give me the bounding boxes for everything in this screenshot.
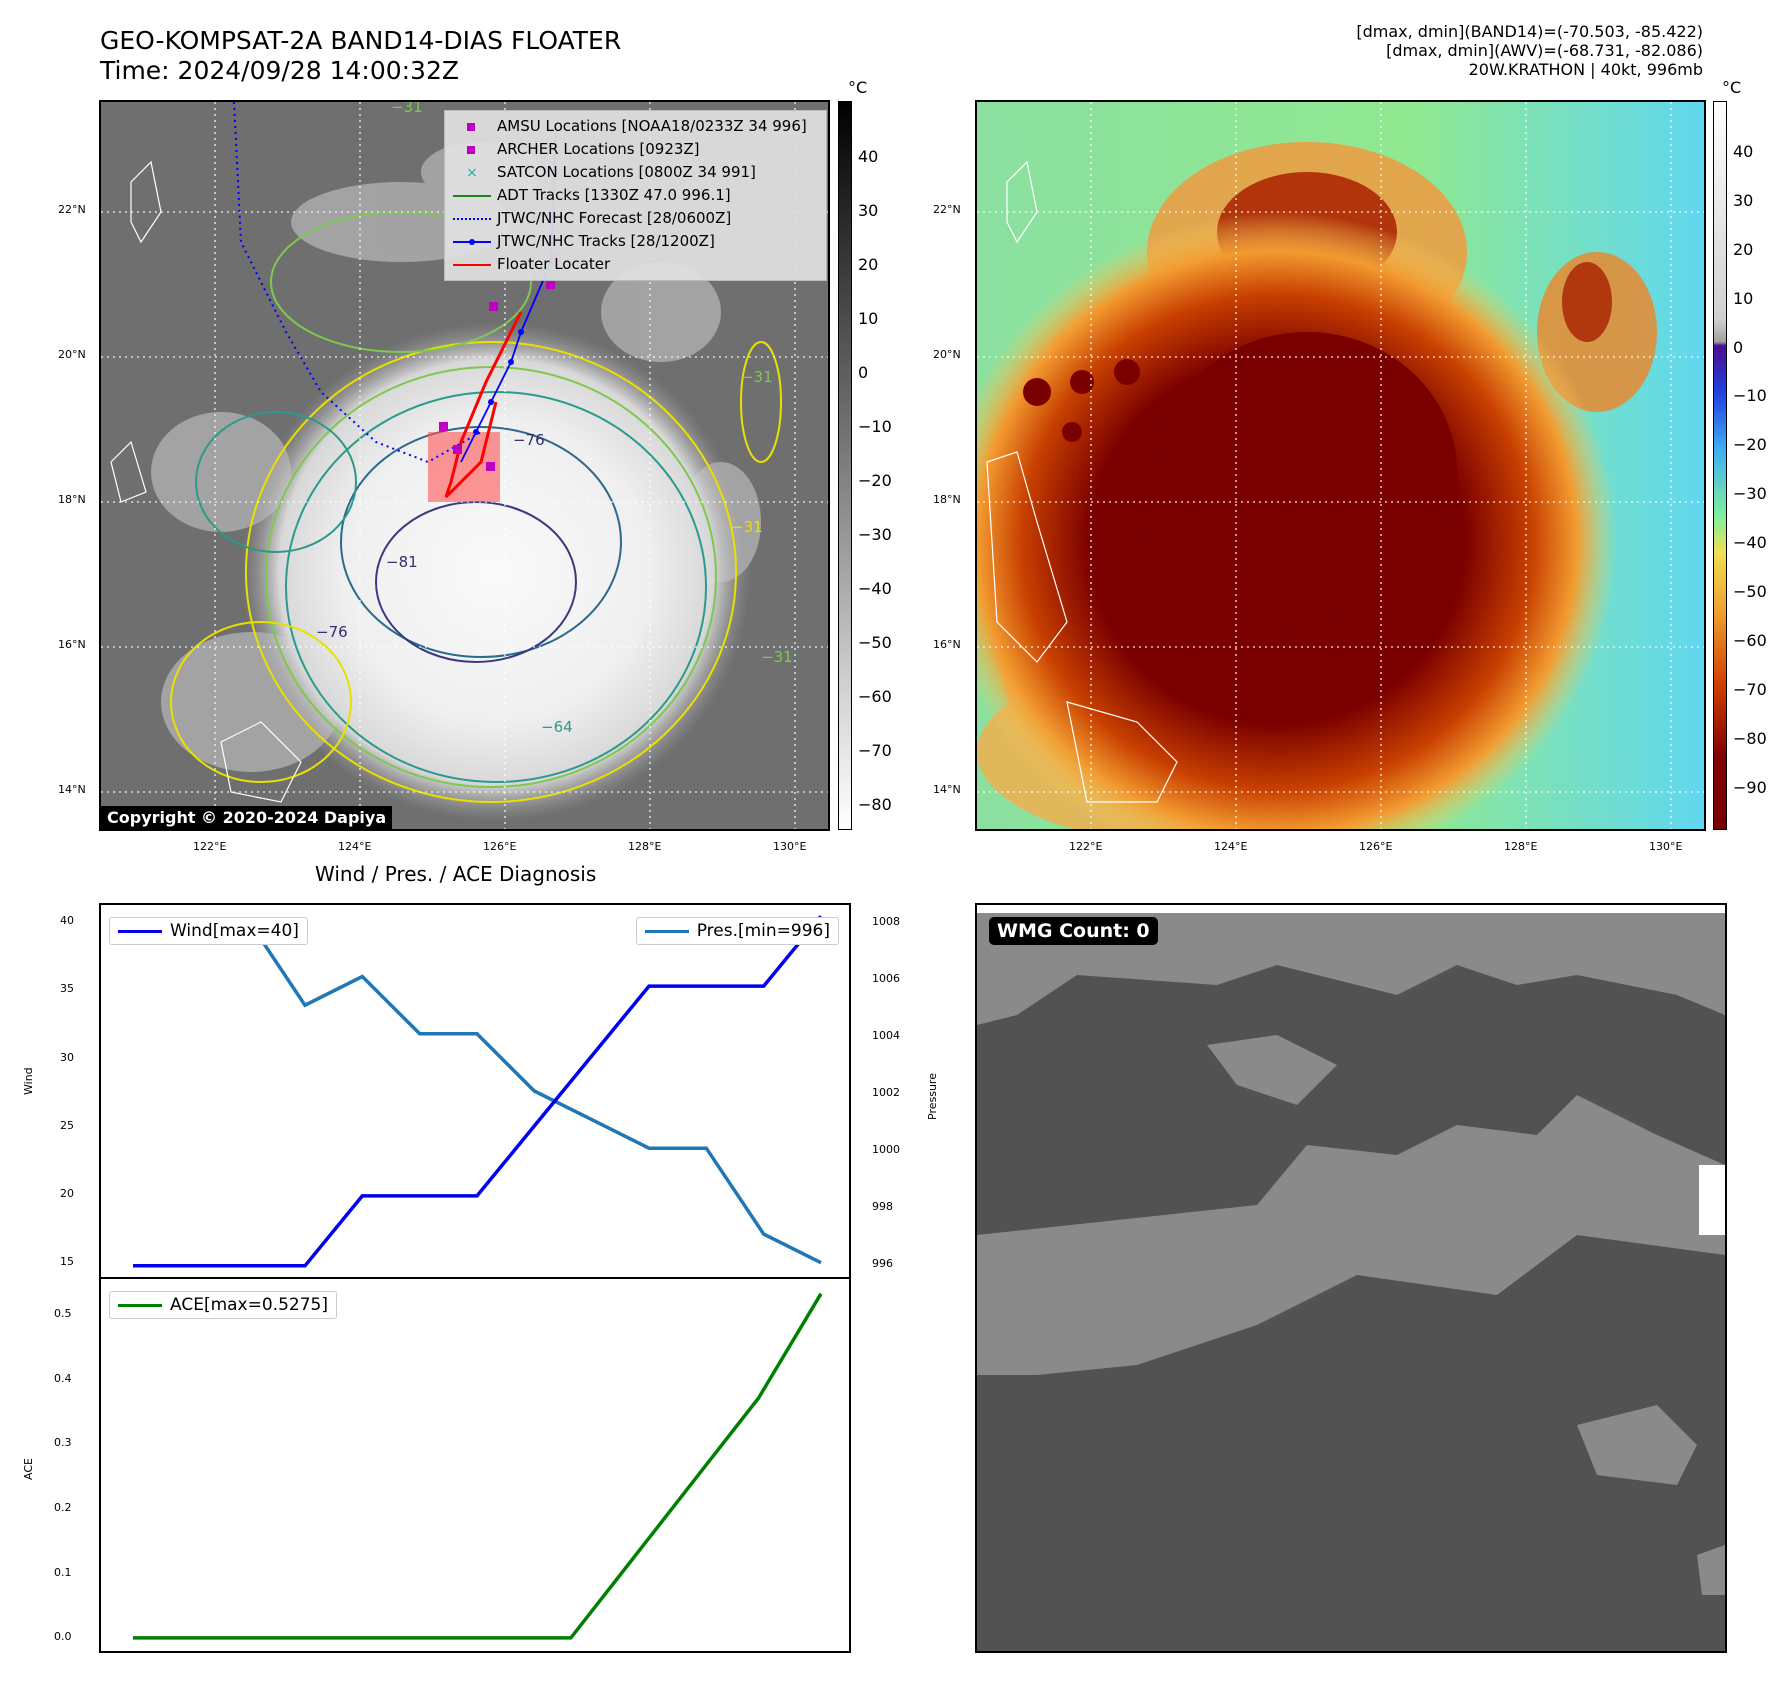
- contour-west: [195, 411, 357, 553]
- contour-label-4: −64: [541, 718, 573, 736]
- ace-legend: ACE[max=0.5275]: [109, 1291, 337, 1319]
- colorbar-gray: [838, 101, 852, 830]
- colorbar-color-ticks: 40 30 20 10 0 −10 −20 −30 −40 −50 −60 −7…: [1733, 142, 1767, 797]
- contour-label-3: −76: [316, 623, 348, 641]
- color-map: [977, 102, 1704, 829]
- colorbar-color-unit: °C: [1722, 78, 1742, 97]
- title-line-2: Time: 2024/09/28 14:00:32Z: [100, 56, 459, 85]
- rmap-lon-tick-128: 128°E: [1504, 840, 1538, 853]
- ace-series-line: [133, 1292, 823, 1640]
- legend-jtwc-tracks: JTWC/NHC Tracks [28/1200Z]: [453, 230, 818, 253]
- ace-axis-ticks: 0.5 0.4 0.3 0.2 0.1 0.0: [54, 1307, 72, 1643]
- stats-line-3: 20W.KRATHON | 40kt, 996mb: [1468, 60, 1703, 79]
- pressure-series-line: [133, 917, 822, 1265]
- legend-archer: ARCHER Locations [0923Z]: [453, 138, 818, 161]
- lat-tick-18: 18°N: [58, 493, 86, 506]
- copyright-label: Copyright © 2020-2024 Dapiya: [101, 806, 393, 829]
- color-map-panel: [975, 100, 1706, 831]
- lon-tick-128: 128°E: [628, 840, 662, 853]
- stats-line-2: [dmax, dmin](AWV)=(-68.731, -82.086): [1386, 41, 1703, 60]
- lon-tick-122: 122°E: [193, 840, 227, 853]
- wind-pres-panel: Wind[max=40] Pres.[min=996]: [99, 903, 851, 1279]
- lon-tick-124: 124°E: [338, 840, 372, 853]
- wind-ylabel: Wind: [22, 1067, 35, 1095]
- legend-floater: Floater Locater: [453, 253, 818, 276]
- legend-forecast: JTWC/NHC Forecast [28/0600Z]: [453, 207, 818, 230]
- lat-tick-22: 22°N: [58, 203, 86, 216]
- wind-pres-plot: [133, 915, 823, 1268]
- map-legend: AMSU Locations [NOAA18/0233Z 34 996] ARC…: [444, 110, 827, 281]
- contour-outer-yellow: [245, 341, 737, 803]
- lat-tick-14: 14°N: [58, 783, 86, 796]
- stats-line-1: [dmax, dmin](BAND14)=(-70.503, -85.422): [1356, 22, 1703, 41]
- ace-panel: ACE[max=0.5275]: [99, 1277, 851, 1653]
- wmg-panel: WMG Count: 0: [975, 903, 1727, 1653]
- legend-satcon: × SATCON Locations [0800Z 34 991]: [466, 163, 756, 181]
- contour-label-6: −31: [391, 102, 423, 116]
- colorbar-color: [1713, 101, 1727, 830]
- contour-label-2: −81: [386, 553, 418, 571]
- lon-tick-126: 126°E: [483, 840, 517, 853]
- lon-tick-130: 130°E: [773, 840, 807, 853]
- contour-label-1: −76: [513, 431, 545, 449]
- floater-locater-track: [444, 311, 523, 499]
- contour-southwest: [170, 621, 352, 783]
- rmap-lon-tick-122: 122°E: [1069, 840, 1103, 853]
- rmap-lon-tick-130: 130°E: [1649, 840, 1683, 853]
- cyclone-cloud-mass: [241, 322, 751, 822]
- contour-76: [340, 426, 622, 658]
- pressure-ylabel: Pressure: [926, 1073, 939, 1120]
- title-line-1: GEO-KOMPSAT-2A BAND14-DIAS FLOATER: [100, 26, 622, 55]
- rmap-lat-tick-16: 16°N: [933, 638, 961, 651]
- diag-title: Wind / Pres. / ACE Diagnosis: [315, 862, 597, 886]
- pressure-axis-ticks: 1008 1006 1004 1002 1000 998 996: [872, 915, 900, 1270]
- lat-tick-16: 16°N: [58, 638, 86, 651]
- legend-adt: ADT Tracks [1330Z 47.0 996.1]: [453, 184, 818, 207]
- lat-tick-20: 20°N: [58, 348, 86, 361]
- rmap-lat-tick-14: 14°N: [933, 783, 961, 796]
- pres-legend: Pres.[min=996]: [635, 917, 839, 945]
- ace-ylabel: ACE: [22, 1458, 35, 1480]
- rmap-lon-tick-124: 124°E: [1214, 840, 1248, 853]
- contour-label-8: −31: [761, 648, 793, 666]
- colorbar-gray-ticks: 40 30 20 10 0 −10 −20 −30 −40 −50 −60 −7…: [858, 147, 892, 814]
- legend-amsu: AMSU Locations [NOAA18/0233Z 34 996]: [453, 115, 818, 138]
- ace-plot: [133, 1292, 823, 1640]
- figure-title: GEO-KOMPSAT-2A BAND14-DIAS FLOATER Time:…: [100, 26, 621, 86]
- rmap-lon-tick-126: 126°E: [1359, 840, 1393, 853]
- rmap-lat-tick-22: 22°N: [933, 203, 961, 216]
- stats-header: [dmax, dmin](BAND14)=(-70.503, -85.422) …: [1356, 22, 1703, 79]
- contour-east: [740, 341, 782, 463]
- wind-series-line: [133, 915, 823, 1268]
- wmg-count-badge: WMG Count: 0: [989, 917, 1158, 945]
- rmap-lat-tick-18: 18°N: [933, 493, 961, 506]
- contour-label-5: −31: [741, 368, 773, 386]
- ir-map-panel: −76 −81 −76 −64 −31 −31 −31 −31 AMSU Loc…: [99, 100, 830, 831]
- contour-green: [265, 366, 717, 788]
- wind-legend: Wind[max=40]: [109, 917, 308, 945]
- colorbar-gray-unit: °C: [848, 78, 868, 97]
- wmg-plot: [977, 905, 1725, 1651]
- wind-axis-ticks: 40 35 30 25 20 15: [60, 914, 74, 1268]
- rmap-lat-tick-20: 20°N: [933, 348, 961, 361]
- contour-label-7: −31: [731, 518, 763, 536]
